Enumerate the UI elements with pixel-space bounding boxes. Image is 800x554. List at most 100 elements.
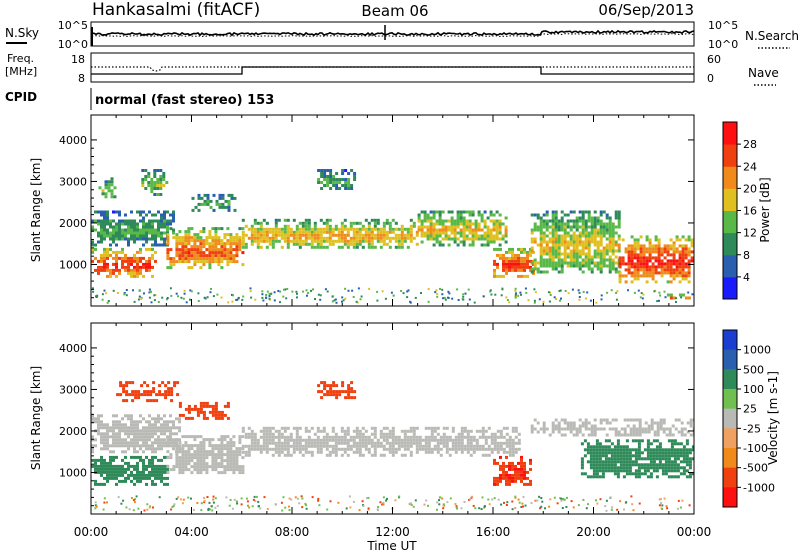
velocity-scatter-cell	[608, 421, 612, 425]
velocity-scatter-cell	[127, 476, 130, 480]
power-scatter-cell	[211, 260, 215, 264]
velocity-scatter-cell	[511, 479, 514, 483]
power-scatter-cell	[663, 256, 667, 260]
velocity-scatter-cell	[490, 450, 494, 454]
velocity-scatter-cell	[587, 421, 591, 425]
velocity-scatter-cell	[610, 463, 614, 467]
power-scatter-cell	[584, 255, 588, 259]
velocity-scatter-cell	[199, 444, 203, 448]
power-scatter-cell	[153, 181, 157, 184]
velocity-scatter-cell	[217, 413, 221, 417]
power-scatter-cell	[675, 238, 679, 242]
velocity-scatter-cell	[511, 453, 515, 457]
velocity-scatter-cell	[145, 429, 148, 433]
velocity-scatter-cell	[679, 472, 683, 476]
velocity-clutter-cell	[236, 502, 239, 505]
power-scatter-cell	[118, 210, 121, 214]
velocity-scatter-cell	[277, 447, 281, 451]
velocity-scatter-cell	[628, 451, 632, 455]
power-scatter-cell	[684, 265, 688, 269]
velocity-clutter-cell	[560, 497, 563, 500]
power-scatter-cell	[563, 213, 567, 217]
power-clutter-cell	[558, 290, 561, 292]
power-scatter-cell	[489, 219, 493, 223]
velocity-scatter-cell	[337, 435, 341, 439]
velocity-scatter-cell	[436, 450, 440, 454]
velocity-scatter-cell	[607, 457, 611, 461]
power-scatter-cell	[645, 247, 649, 251]
velocity-scatter-cell	[569, 430, 573, 434]
power-scatter-cell	[139, 219, 142, 223]
velocity-scatter-cell	[166, 423, 169, 427]
velocity-scatter-cell	[680, 421, 684, 425]
power-scatter-cell	[256, 239, 260, 243]
velocity-scatter-cell	[125, 393, 129, 397]
velocity-scatter-cell	[335, 390, 339, 394]
velocity-scatter-cell	[103, 438, 106, 442]
velocity-scatter-cell	[100, 470, 103, 474]
velocity-scatter-cell	[133, 420, 136, 424]
velocity-scatter-cell	[133, 476, 136, 480]
power-clutter-cell	[302, 290, 305, 293]
power-scatter-cell	[208, 257, 212, 261]
velocity-scatter-cell	[232, 435, 236, 439]
power-scatter-cell	[169, 266, 173, 270]
power-scatter-cell	[115, 268, 118, 272]
power-scatter-cell	[456, 213, 460, 217]
power-scatter-cell	[498, 243, 502, 247]
power-scatter-cell	[593, 249, 597, 253]
velocity-scatter-cell	[632, 433, 636, 437]
power-scatter-cell	[212, 208, 216, 212]
velocity-clutter-cell	[487, 498, 490, 501]
power-scatter-cell	[415, 233, 419, 237]
power-clutter-cell	[514, 287, 517, 290]
power-scatter-cell	[346, 227, 350, 231]
velocity-scatter-cell	[109, 429, 112, 433]
velocity-scatter-cell	[667, 451, 671, 455]
power-scatter-cell	[681, 250, 685, 254]
power-scatter-cell	[151, 213, 154, 217]
velocity-clutter-cell	[214, 506, 217, 509]
power-scatter-cell	[256, 227, 260, 231]
power-scatter-cell	[370, 236, 374, 240]
power-scatter-cell	[548, 258, 552, 262]
velocity-scatter-cell	[650, 424, 654, 428]
power-scatter-cell	[151, 243, 154, 247]
velocity-scatter-cell	[499, 447, 503, 451]
power-scatter-cell	[663, 250, 667, 254]
power-scatter-cell	[160, 222, 163, 226]
power-scatter-cell	[599, 219, 603, 223]
velocity-clutter-cell	[563, 498, 566, 501]
power-scatter-cell	[539, 231, 543, 235]
power-clutter-cell	[285, 297, 288, 300]
power-scatter-cell	[310, 245, 314, 249]
power-scatter-cell	[133, 225, 136, 229]
power-scatter-cell	[218, 196, 222, 200]
power-scatter-cell	[220, 257, 224, 261]
power-scatter-cell	[633, 262, 637, 266]
velocity-scatter-cell	[445, 435, 449, 439]
power-clutter-cell	[456, 288, 459, 291]
velocity-scatter-cell	[295, 447, 299, 451]
power-scatter-cell	[91, 259, 94, 263]
velocity-scatter-cell	[652, 457, 656, 461]
power-clutter-cell	[368, 287, 371, 290]
velocity-scatter-cell	[199, 435, 203, 439]
velocity-scatter-cell	[604, 454, 608, 458]
power-scatter-cell	[581, 213, 585, 217]
power-scatter-cell	[614, 216, 618, 220]
velocity-scatter-cell	[214, 459, 218, 463]
power-scatter-cell	[477, 228, 481, 232]
power-scatter-cell	[178, 257, 182, 261]
power-scatter-cell	[184, 236, 188, 240]
power-scatter-cell	[492, 222, 496, 226]
power-scatter-cell	[529, 268, 532, 272]
power-scatter-cell	[468, 243, 472, 247]
power-clutter-cell	[262, 299, 265, 302]
velocity-scatter-cell	[229, 462, 233, 466]
power-scatter-cell	[539, 249, 543, 253]
velocity-scatter-cell	[460, 432, 464, 436]
power-scatter-cell	[474, 231, 478, 235]
velocity-scatter-cell	[307, 435, 311, 439]
velocity-scatter-cell	[145, 455, 148, 459]
